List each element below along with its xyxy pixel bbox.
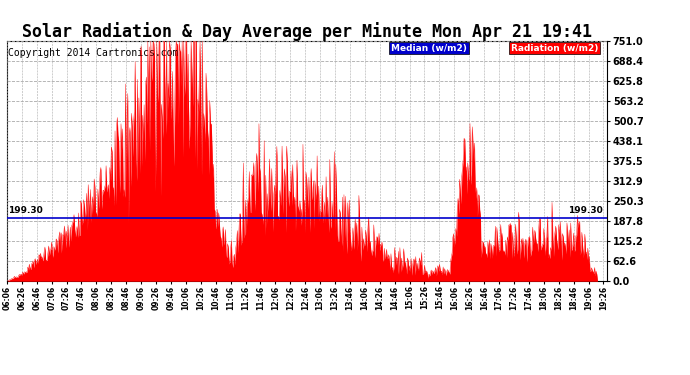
Text: Radiation (w/m2): Radiation (w/m2) [511,44,598,52]
Text: Copyright 2014 Cartronics.com: Copyright 2014 Cartronics.com [8,48,179,58]
Title: Solar Radiation & Day Average per Minute Mon Apr 21 19:41: Solar Radiation & Day Average per Minute… [22,22,592,41]
Text: Median (w/m2): Median (w/m2) [391,44,467,52]
Text: 199.30: 199.30 [568,206,603,215]
Text: 199.30: 199.30 [8,206,42,215]
